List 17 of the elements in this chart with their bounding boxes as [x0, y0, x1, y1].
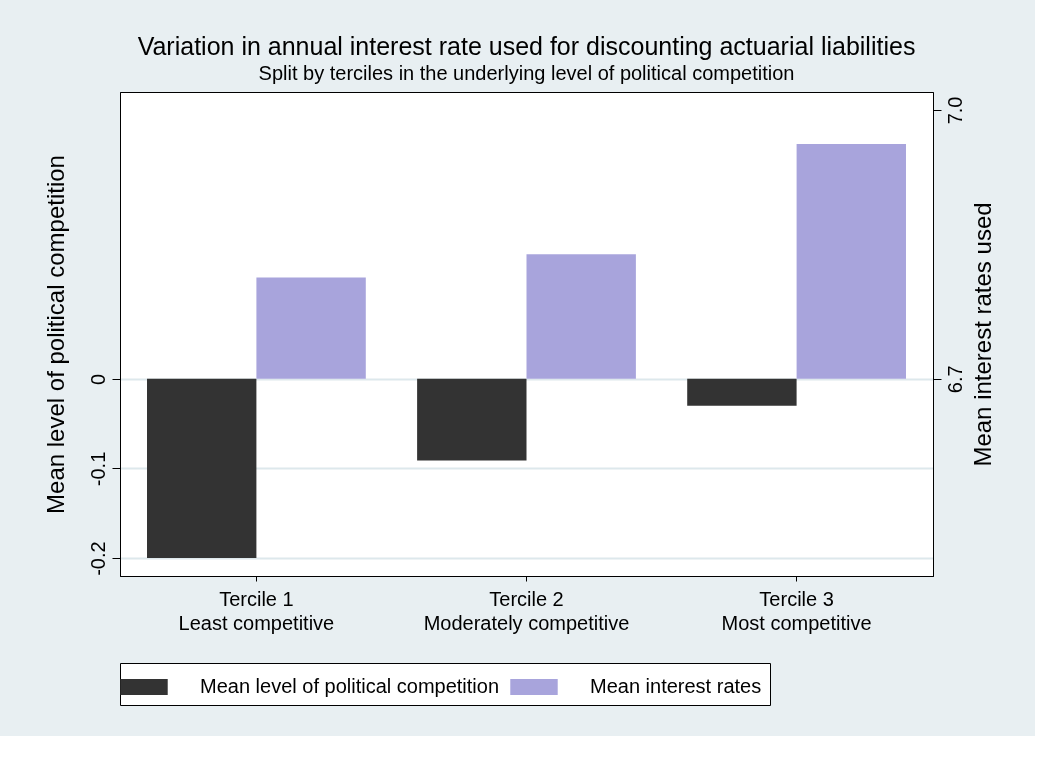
x-tick-label: Tercile 3 Most competitive	[721, 587, 872, 634]
y-tick-label: -0.1	[86, 451, 109, 487]
legend-label: Mean level of political competition	[200, 675, 500, 697]
bar	[256, 277, 366, 379]
y2-tick-label: 6.7	[943, 365, 966, 394]
bar	[796, 143, 906, 379]
x-tick-label: Tercile 1 Least competitive	[178, 587, 335, 634]
chart-title: Variation in annual interest rate used for discounting actuarial liabilities	[137, 32, 916, 60]
y-tick-label: 0	[86, 373, 109, 385]
y2-axis-title: Mean interest rates used	[968, 202, 996, 467]
y-tick-label: -0.2	[86, 541, 109, 576]
bar	[526, 254, 636, 379]
y-axis-title: Mean level of political competition	[41, 155, 69, 514]
chart-subtitle: Split by terciles in the underlying level of political competition	[258, 62, 795, 84]
y2-tick-label: 7.0	[943, 96, 966, 125]
x-tick-label: Tercile 2 Moderately competitive	[423, 587, 630, 634]
legend-label: Mean interest rates	[590, 675, 762, 697]
